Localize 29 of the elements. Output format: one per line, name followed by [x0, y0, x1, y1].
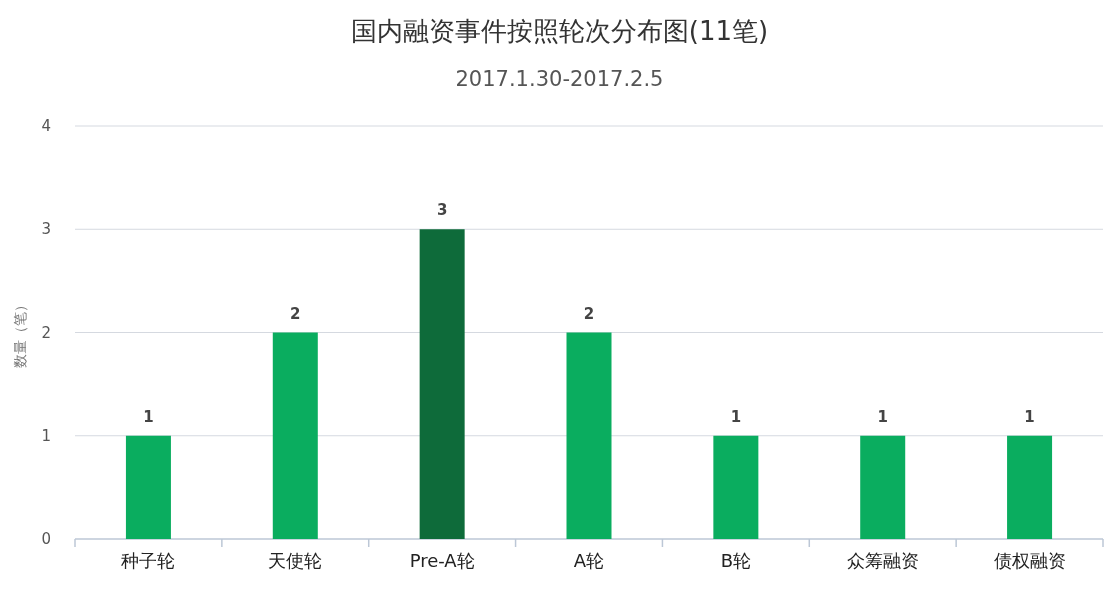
bar	[713, 435, 759, 539]
data-label: 2	[583, 304, 595, 323]
x-tick-label: A轮	[573, 550, 605, 571]
x-tick-label: 众筹融资	[846, 550, 919, 571]
y-axis-title: 数量（笔）	[12, 297, 28, 368]
x-tick-label: B轮	[720, 550, 752, 571]
y-tick-label: 3	[41, 220, 51, 239]
y-tick-label: 4	[41, 117, 51, 135]
bar	[860, 435, 906, 539]
y-tick-label: 0	[41, 530, 51, 548]
bar	[272, 332, 318, 539]
x-tick-label: 债权融资	[993, 550, 1066, 571]
x-tick-label: 种子轮	[121, 550, 176, 571]
chart-subtitle: 2017.1.30-2017.2.5	[455, 67, 664, 91]
data-label: 1	[730, 407, 742, 426]
data-label: 1	[143, 407, 154, 426]
bar	[125, 435, 171, 539]
data-label: 1	[1024, 407, 1035, 426]
y-tick-label: 2	[41, 323, 51, 342]
chart-title: 国内融资事件按照轮次分布图(11笔)	[350, 16, 769, 46]
data-label: 3	[436, 201, 448, 220]
data-label: 2	[290, 304, 301, 323]
data-label: 1	[877, 407, 888, 426]
y-tick-label: 1	[41, 426, 51, 445]
x-tick-label: 天使轮	[268, 550, 323, 571]
bar	[1007, 435, 1053, 539]
bar	[419, 229, 465, 539]
x-tick-label: Pre-A轮	[409, 550, 475, 571]
bar	[566, 332, 612, 539]
